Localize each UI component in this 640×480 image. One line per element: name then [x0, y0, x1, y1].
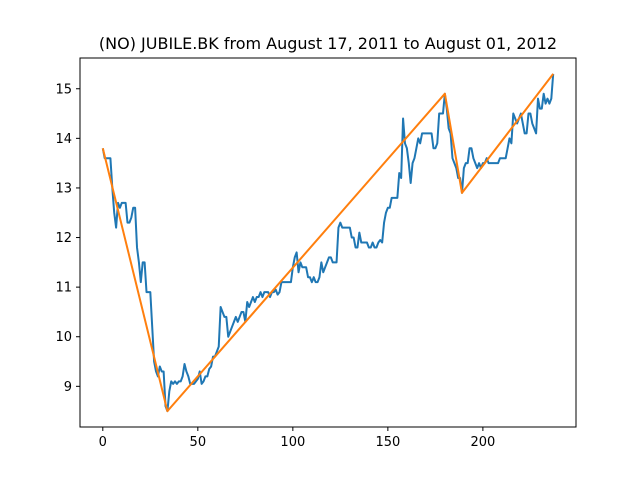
series-line-2: [101, 73, 554, 413]
x-tick-label: 50: [190, 435, 207, 450]
y-tick-label: 15: [55, 82, 72, 97]
y-tick-label: 12: [55, 231, 72, 246]
series-layer: [101, 73, 555, 413]
y-tick-label: 9: [64, 380, 72, 395]
chart-title: (NO) JUBILE.BK from August 17, 2011 to A…: [99, 34, 557, 53]
x-tick-label: 200: [470, 435, 495, 450]
x-tick-label: 0: [99, 435, 107, 450]
series-line-1: [101, 73, 555, 413]
y-tick-label: 14: [55, 132, 72, 147]
x-tick-label: 150: [375, 435, 400, 450]
y-tick-label: 11: [55, 281, 72, 296]
axes-layer: 0 50 100 150 200 9 10 11 12 13 14 15: [55, 57, 577, 450]
plot-frame: [79, 57, 577, 428]
y-tick-label: 10: [55, 330, 72, 345]
y-tick-label: 13: [55, 181, 72, 196]
x-tick-label: 100: [280, 435, 305, 450]
